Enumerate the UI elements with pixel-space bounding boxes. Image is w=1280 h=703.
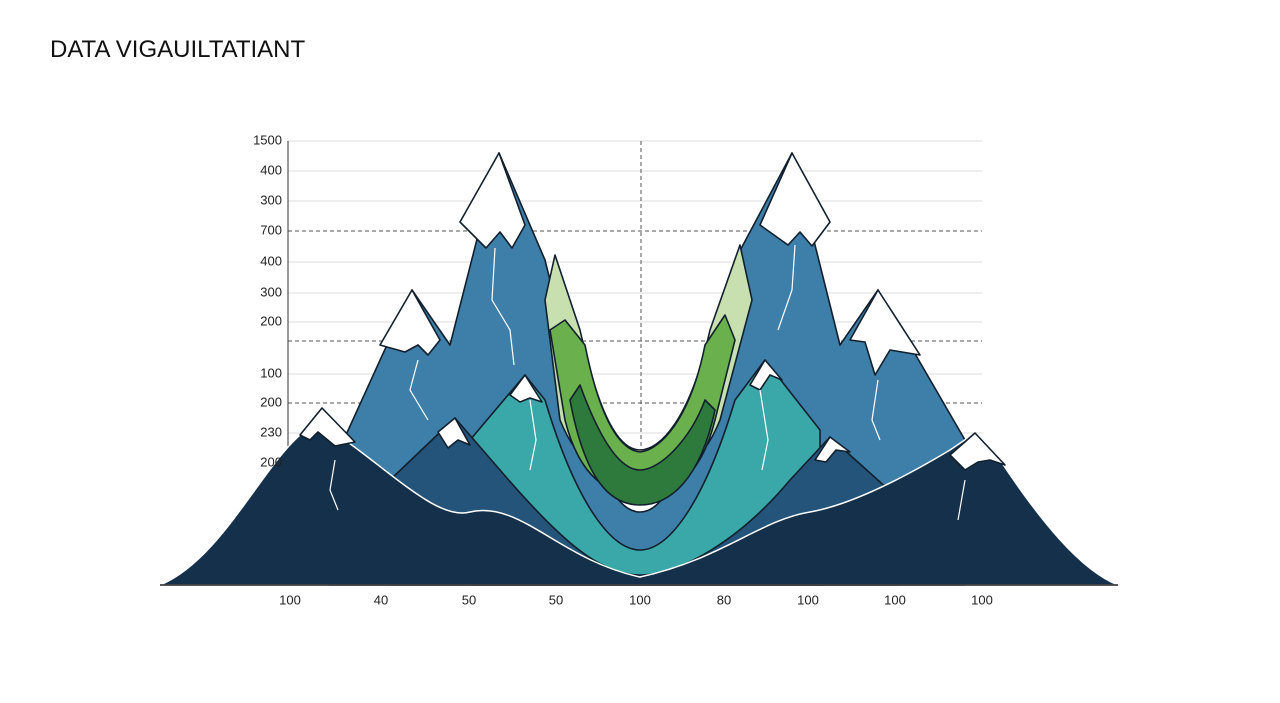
x-label: 80 (717, 592, 731, 607)
y-label: 200 (260, 394, 282, 409)
teal-band (469, 359, 821, 586)
ridges (329, 244, 966, 521)
y-label: 1500 (253, 132, 282, 147)
x-label: 40 (374, 592, 388, 607)
labels: 1500 400 300 700 400 300 200 100 200 230 200 100 40 5… (253, 132, 993, 607)
x-label: 100 (279, 592, 301, 607)
snow (437, 417, 471, 449)
mountains (159, 152, 1119, 586)
snow (949, 432, 1006, 471)
snow (459, 152, 526, 249)
y-label: 700 (260, 222, 282, 237)
x-label: 50 (462, 592, 476, 607)
y-label: 400 (260, 253, 282, 268)
x-label: 100 (884, 592, 906, 607)
snow (509, 374, 543, 403)
title: DATA VIGAUILTATIANT (50, 36, 305, 63)
y-label: 100 (260, 365, 282, 380)
y-label: 300 (260, 284, 282, 299)
x-label: 100 (629, 592, 651, 607)
dark-green (569, 384, 716, 506)
snow (759, 152, 831, 247)
y-label: 230 (260, 424, 282, 439)
snow (814, 436, 851, 463)
snow (379, 289, 441, 356)
y-label: 400 (260, 162, 282, 177)
snow (749, 359, 783, 391)
y-label: 300 (260, 192, 282, 207)
y-label: 200 (260, 313, 282, 328)
x-label: 100 (971, 592, 993, 607)
x-label: 100 (797, 592, 819, 607)
snow (299, 407, 356, 447)
snow (849, 289, 921, 376)
x-label: 50 (549, 592, 563, 607)
y-label: 200 (260, 454, 282, 469)
